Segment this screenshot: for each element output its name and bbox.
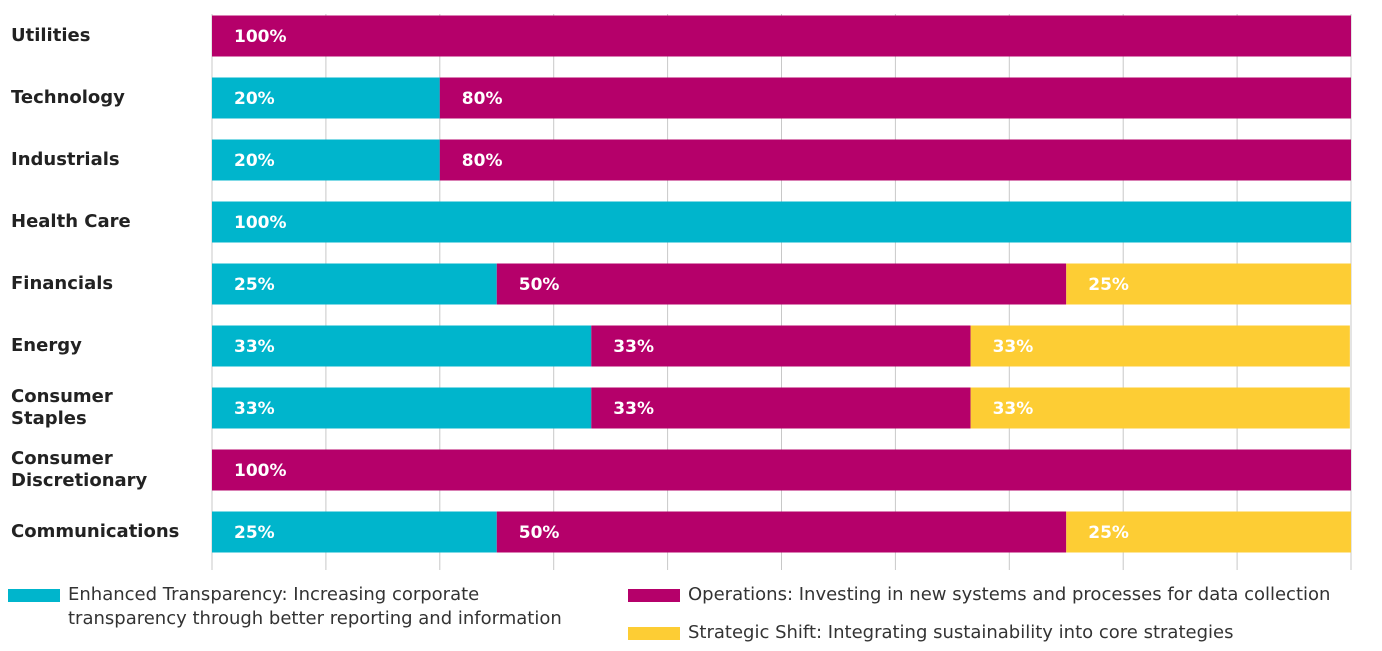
value-label: 33% xyxy=(613,337,654,357)
bar-segment xyxy=(212,511,497,553)
category-label: Financials xyxy=(11,273,114,294)
legend-label: Enhanced Transparency: Increasing corpor… xyxy=(68,584,562,629)
bar-segment xyxy=(212,325,592,367)
value-label: 33% xyxy=(613,399,654,419)
value-label: 25% xyxy=(234,523,275,543)
value-label: 80% xyxy=(462,89,503,109)
bar-segment xyxy=(970,387,1350,429)
value-label: 25% xyxy=(1088,275,1129,295)
value-label: 25% xyxy=(234,275,275,295)
category-label: Consumer Discretionary xyxy=(11,448,148,491)
value-label: 50% xyxy=(519,275,560,295)
value-label: 33% xyxy=(993,337,1034,357)
bar-segment xyxy=(496,511,1067,553)
value-label: 33% xyxy=(234,337,275,357)
bar-segment xyxy=(591,387,971,429)
value-label: 20% xyxy=(234,151,275,171)
bar-segment xyxy=(212,139,440,181)
value-label: 25% xyxy=(1088,523,1129,543)
bar-segment xyxy=(970,325,1350,367)
bar-segment xyxy=(591,325,971,367)
legend-swatch xyxy=(628,627,680,640)
value-label: 80% xyxy=(462,151,503,171)
value-label: 33% xyxy=(234,399,275,419)
legend-label: Operations: Investing in new systems and… xyxy=(688,584,1331,605)
value-label: 33% xyxy=(993,399,1034,419)
bar-segment xyxy=(212,77,440,119)
category-label: Consumer Staples xyxy=(11,386,113,429)
category-label: Communications xyxy=(11,521,180,542)
bar-segment xyxy=(212,263,497,305)
bar-segment xyxy=(1066,511,1351,553)
bar-segment xyxy=(496,263,1067,305)
category-label: Technology xyxy=(11,87,125,108)
bar-segment xyxy=(439,139,1351,181)
legend-swatch xyxy=(628,589,680,602)
bar-segment xyxy=(212,449,1351,491)
category-label: Utilities xyxy=(11,25,91,46)
legend-label: Strategic Shift: Integrating sustainabil… xyxy=(688,622,1234,643)
value-label: 20% xyxy=(234,89,275,109)
bar-segment xyxy=(212,15,1351,57)
category-label: Health Care xyxy=(11,211,131,232)
value-label: 100% xyxy=(234,213,287,233)
bar-segment xyxy=(439,77,1351,119)
category-label: Industrials xyxy=(11,149,120,170)
legend-swatch xyxy=(8,589,60,602)
bar-segment xyxy=(1066,263,1351,305)
value-label: 100% xyxy=(234,27,287,47)
value-label: 50% xyxy=(519,523,560,543)
bar-segment xyxy=(212,387,592,429)
value-label: 100% xyxy=(234,461,287,481)
category-label: Energy xyxy=(11,335,82,356)
bar-segment xyxy=(212,201,1351,243)
